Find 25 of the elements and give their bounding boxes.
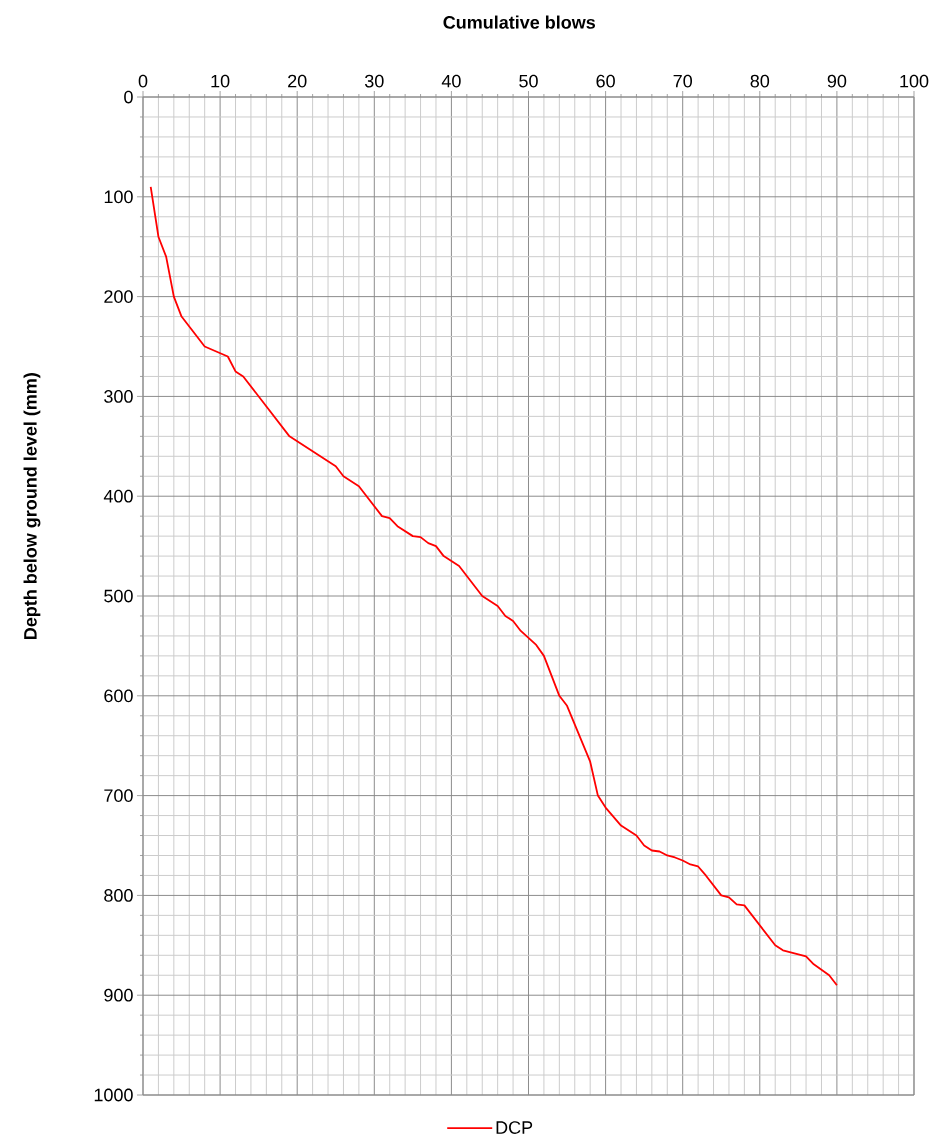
x-tick-label: 80	[750, 74, 770, 88]
y-tick-label: 100	[104, 190, 133, 204]
x-tick-label: 90	[827, 74, 847, 88]
x-tick-label: 40	[441, 74, 461, 88]
x-tick-label: 50	[519, 74, 538, 88]
y-tick-label: 300	[104, 390, 133, 403]
y-tick-label: 400	[103, 489, 133, 503]
y-axis-title: Depth below ground level (mm)	[23, 373, 41, 639]
x-tick-label: 20	[288, 74, 307, 88]
x-tick-label: 60	[596, 74, 615, 88]
x-tick-label: 0	[138, 74, 148, 88]
x-tick-label: 70	[673, 74, 693, 88]
y-tick-label: 0	[124, 90, 133, 104]
x-tick-label: 30	[364, 74, 384, 88]
y-tick-label: 600	[104, 689, 133, 703]
y-tick-label: 200	[104, 290, 133, 303]
x-axis-title: Cumulative blows	[443, 15, 596, 29]
y-tick-label: 1000	[94, 1088, 133, 1102]
x-tick-label: 10	[211, 74, 230, 88]
legend-label: DCP	[496, 1121, 533, 1134]
x-tick-label: 100	[900, 74, 929, 88]
y-tick-label: 900	[104, 988, 133, 1002]
y-tick-label: 800	[104, 889, 133, 902]
y-tick-label: 700	[104, 789, 133, 802]
y-tick-label: 500	[104, 589, 133, 603]
